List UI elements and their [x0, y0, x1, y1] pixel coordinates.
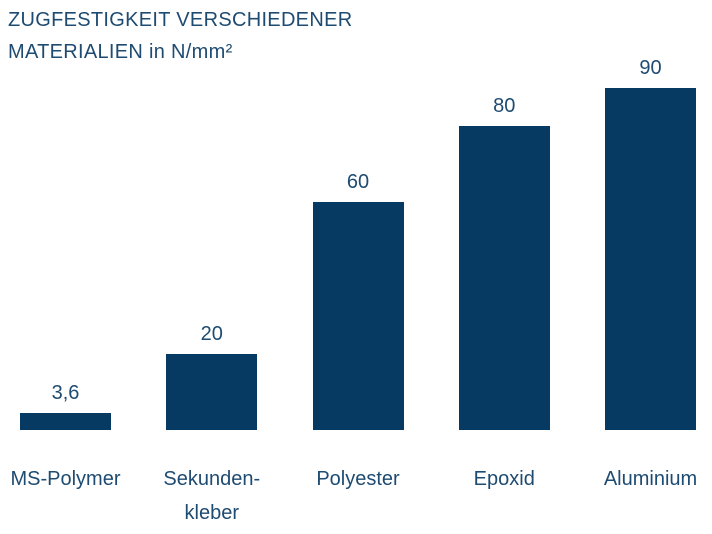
bar-column: 3,6 [0, 382, 139, 430]
bar-column: 20 [139, 323, 285, 430]
bar-value-label: 60 [346, 171, 370, 193]
category-label: Sekunden- kleber [163, 468, 261, 524]
bar-column: 60 [285, 171, 431, 430]
category-label: Aluminium [603, 468, 698, 490]
bar-value-label: 20 [200, 323, 223, 345]
chart-title-line1: ZUGFESTIGKEIT VERSCHIEDENER [8, 9, 353, 31]
bar [605, 88, 696, 430]
bar [458, 126, 550, 430]
category-label: Epoxid [473, 468, 535, 490]
bar-column: 90 [578, 57, 712, 430]
category-label: Polyester [316, 468, 400, 490]
bar-value-label: 80 [493, 95, 516, 117]
category-axis: MS-Polymer Sekunden- kleber Polyester Epoxi… [0, 462, 712, 534]
bar-value-label: 90 [639, 57, 662, 79]
chart-title-line2: MATERIALIEN in N/mm² [8, 41, 233, 63]
bar-chart-plot-area: 3,6 20 60 80 90 [0, 57, 712, 430]
bar [20, 413, 111, 430]
bar [312, 202, 404, 430]
bar-column: 80 [431, 95, 577, 430]
bar [166, 354, 258, 430]
bar-value-label: 3,6 [51, 382, 80, 404]
chart-title: ZUGFESTIGKEIT VERSCHIEDENER MATERIALIEN … [8, 4, 352, 68]
category-label: MS-Polymer [10, 468, 121, 490]
